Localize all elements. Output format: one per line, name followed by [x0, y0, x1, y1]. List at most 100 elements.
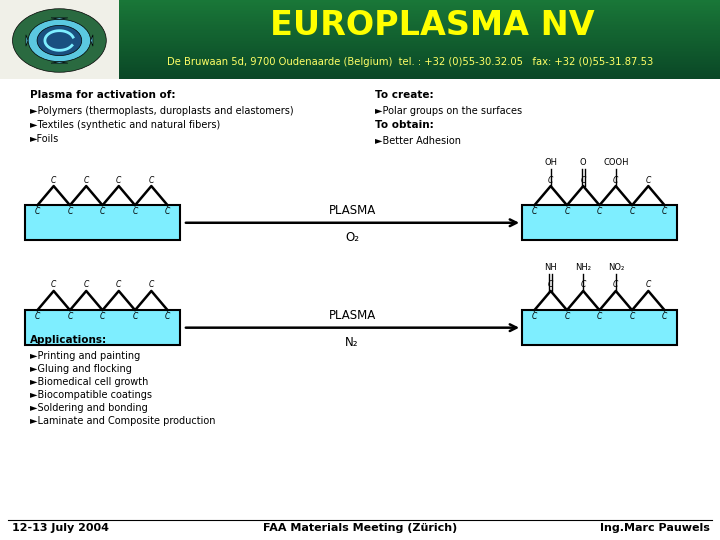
- Text: NO₂: NO₂: [608, 263, 624, 272]
- Bar: [0, 24, 720, 25]
- Bar: [522, 310, 677, 345]
- Bar: [0, 14, 720, 16]
- Text: C: C: [629, 312, 635, 321]
- Text: C: C: [148, 280, 154, 289]
- Text: OH: OH: [544, 158, 557, 167]
- Bar: [0, 66, 720, 68]
- Text: ►Textiles (synthetic and natural fibers): ►Textiles (synthetic and natural fibers): [30, 120, 220, 130]
- Text: 12-13 July 2004: 12-13 July 2004: [12, 523, 109, 533]
- Text: ►Polar groups on the surfaces: ►Polar groups on the surfaces: [375, 106, 522, 116]
- Bar: [0, 6, 720, 8]
- Text: C: C: [51, 176, 56, 185]
- Text: C: C: [613, 280, 618, 289]
- Bar: [0, 51, 720, 52]
- Bar: [0, 59, 720, 60]
- Text: NH₂: NH₂: [575, 263, 591, 272]
- Bar: [0, 35, 720, 37]
- Text: ►Biomedical cell growth: ►Biomedical cell growth: [30, 377, 148, 387]
- Text: C: C: [646, 280, 651, 289]
- Bar: [0, 56, 720, 57]
- Text: C: C: [531, 207, 537, 216]
- Bar: [0, 27, 720, 29]
- Bar: [0, 70, 720, 71]
- Text: C: C: [165, 207, 171, 216]
- Bar: [25, 310, 180, 345]
- Text: ►Better Adhesion: ►Better Adhesion: [375, 136, 461, 146]
- Bar: [0, 5, 720, 6]
- Text: C: C: [580, 176, 586, 185]
- Text: C: C: [51, 280, 56, 289]
- Text: C: C: [580, 280, 586, 289]
- Bar: [0, 37, 720, 38]
- Bar: [0, 38, 720, 40]
- Polygon shape: [51, 18, 68, 19]
- Text: C: C: [564, 207, 570, 216]
- Text: COOH: COOH: [603, 158, 629, 167]
- Bar: [0, 40, 720, 41]
- Bar: [0, 29, 720, 30]
- Bar: [0, 17, 720, 19]
- Text: C: C: [597, 207, 602, 216]
- Bar: [0, 11, 720, 13]
- Text: C: C: [116, 280, 122, 289]
- Text: Ing.Marc Pauwels: Ing.Marc Pauwels: [600, 523, 710, 533]
- Text: C: C: [132, 207, 138, 216]
- Bar: [0, 3, 720, 5]
- Bar: [0, 60, 720, 62]
- Circle shape: [28, 19, 91, 62]
- Bar: [0, 21, 720, 22]
- Text: C: C: [646, 176, 651, 185]
- Circle shape: [37, 25, 82, 56]
- Text: C: C: [100, 207, 105, 216]
- Bar: [0, 78, 720, 79]
- Bar: [0, 48, 720, 49]
- Text: C: C: [35, 207, 40, 216]
- Text: C: C: [84, 176, 89, 185]
- Text: N₂: N₂: [346, 336, 359, 349]
- Text: C: C: [548, 176, 554, 185]
- Bar: [0, 41, 720, 43]
- Bar: [0, 13, 720, 14]
- Text: C: C: [597, 312, 602, 321]
- Text: C: C: [132, 312, 138, 321]
- Text: ►Foils: ►Foils: [30, 134, 59, 144]
- Bar: [0, 65, 720, 66]
- Text: To create:: To create:: [375, 90, 433, 100]
- Text: ►Laminate and Composite production: ►Laminate and Composite production: [30, 416, 215, 426]
- Polygon shape: [51, 62, 68, 63]
- Polygon shape: [91, 35, 93, 46]
- Text: O₂: O₂: [345, 231, 359, 244]
- Text: PLASMA: PLASMA: [328, 309, 376, 322]
- Bar: [0, 33, 720, 35]
- Text: PLASMA: PLASMA: [328, 204, 376, 217]
- Bar: [0, 54, 720, 56]
- Text: O: O: [580, 158, 587, 167]
- Text: C: C: [35, 312, 40, 321]
- Text: ►Printing and painting: ►Printing and painting: [30, 351, 140, 361]
- Bar: [0, 44, 720, 46]
- Text: ►Gluing and flocking: ►Gluing and flocking: [30, 364, 132, 374]
- Text: C: C: [564, 312, 570, 321]
- Bar: [0, 71, 720, 73]
- Polygon shape: [26, 35, 28, 46]
- Text: To obtain:: To obtain:: [375, 120, 433, 130]
- Bar: [0, 64, 720, 65]
- Text: EUROPLASMA NV: EUROPLASMA NV: [270, 9, 594, 42]
- Text: C: C: [662, 207, 667, 216]
- Text: C: C: [116, 176, 122, 185]
- Text: ►Polymers (thermoplasts, duroplasts and elastomers): ►Polymers (thermoplasts, duroplasts and …: [30, 106, 294, 116]
- Text: Plasma for activation of:: Plasma for activation of:: [30, 90, 176, 100]
- Bar: [0, 2, 720, 3]
- Text: C: C: [148, 176, 154, 185]
- Bar: [0, 49, 720, 51]
- Bar: [0, 62, 720, 64]
- Bar: [0, 46, 720, 48]
- Bar: [0, 32, 720, 33]
- Bar: [0, 8, 720, 10]
- Text: ►Soldering and bonding: ►Soldering and bonding: [30, 403, 148, 413]
- Text: C: C: [548, 280, 554, 289]
- Text: FAA Materials Meeting (Zürich): FAA Materials Meeting (Zürich): [263, 523, 457, 533]
- Text: C: C: [531, 312, 537, 321]
- Text: C: C: [613, 176, 618, 185]
- Text: C: C: [67, 312, 73, 321]
